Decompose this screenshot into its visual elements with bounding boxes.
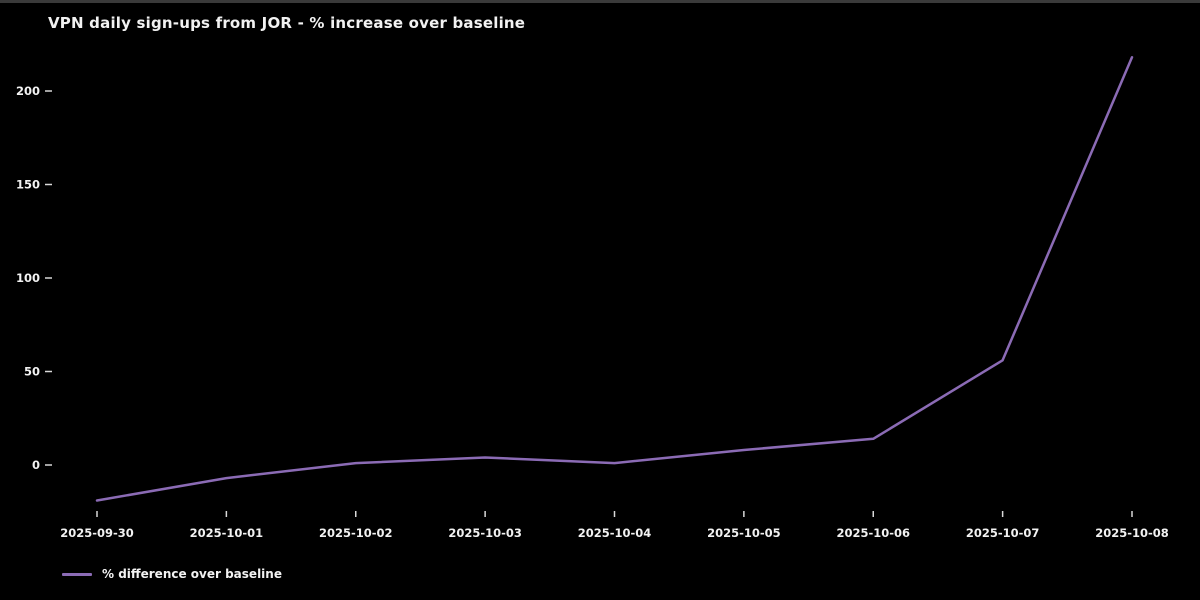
x-tick-label: 2025-10-07 <box>966 526 1040 540</box>
x-tick-label: 2025-10-01 <box>190 526 264 540</box>
x-tick-label: 2025-10-03 <box>448 526 522 540</box>
window-top-edge <box>0 0 1200 3</box>
y-tick-label: 50 <box>24 365 40 379</box>
legend-label: % difference over baseline <box>102 567 282 581</box>
x-tick-label: 2025-10-04 <box>578 526 652 540</box>
x-tick-label: 2025-10-08 <box>1095 526 1169 540</box>
y-tick-label: 200 <box>16 84 40 98</box>
x-tick-label: 2025-10-06 <box>836 526 910 540</box>
y-tick-label: 150 <box>16 178 40 192</box>
legend: % difference over baseline <box>62 567 282 581</box>
y-tick-label: 100 <box>16 271 40 285</box>
legend-line-swatch <box>62 572 92 576</box>
y-axis-ticks: 0 50 100 150 200 <box>16 84 52 472</box>
x-tick-label: 2025-10-05 <box>707 526 781 540</box>
series-line <box>95 56 1134 502</box>
y-tick-label: 0 <box>32 458 40 472</box>
x-axis-ticks: 2025-09-30 2025-10-01 2025-10-02 2025-10-03… <box>60 511 1169 540</box>
x-tick-label: 2025-10-02 <box>319 526 393 540</box>
x-tick-label: 2025-09-30 <box>60 526 134 540</box>
chart-title: VPN daily sign-ups from JOR - % increase… <box>48 14 526 32</box>
